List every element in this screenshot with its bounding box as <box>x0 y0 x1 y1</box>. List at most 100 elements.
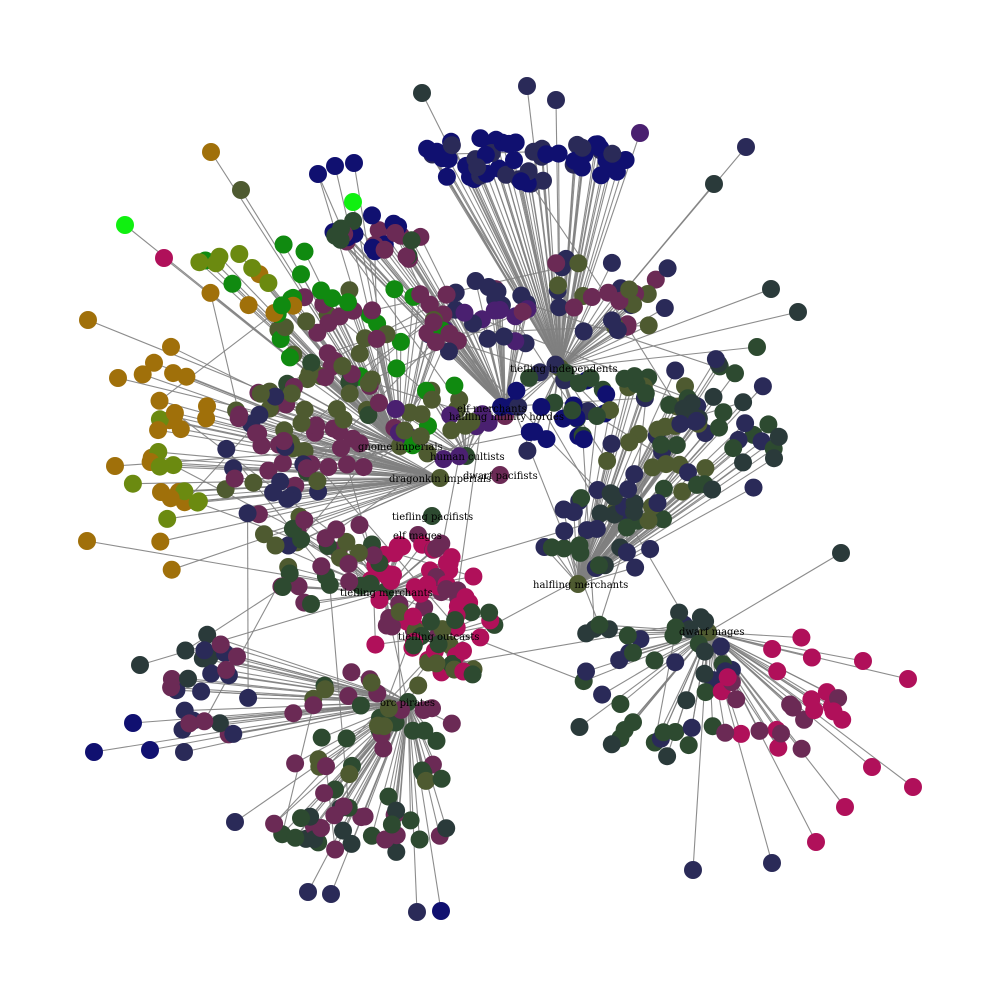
graph-node <box>714 403 733 422</box>
graph-node <box>638 285 657 303</box>
graph-node <box>198 397 216 416</box>
edge <box>310 591 386 605</box>
graph-node <box>375 717 394 736</box>
edge <box>503 336 506 409</box>
graph-node <box>333 357 352 375</box>
edge <box>411 240 506 409</box>
graph-node <box>374 739 393 758</box>
graph-node <box>202 664 221 683</box>
graph-node <box>375 240 394 259</box>
graph-node <box>734 453 752 472</box>
graph-node <box>706 350 725 369</box>
graph-node <box>437 167 456 186</box>
hub-label-dragonkin-imperials: dragonkin imperials <box>389 474 491 485</box>
edge <box>170 477 441 499</box>
hub-label-tiefling-independents: tiefling independents <box>510 364 618 375</box>
graph-node <box>620 433 639 452</box>
graph-node <box>687 411 706 430</box>
graph-node <box>547 254 566 273</box>
graph-node <box>359 374 378 393</box>
graph-node <box>362 673 381 692</box>
graph-node <box>432 902 450 920</box>
edge <box>452 623 684 665</box>
edge-layer <box>86 85 914 913</box>
graph-node <box>312 728 331 747</box>
graph-node <box>611 695 630 713</box>
graph-node <box>563 401 582 420</box>
graph-node <box>387 842 406 861</box>
graph-node <box>463 665 482 684</box>
edge <box>139 591 386 666</box>
graph-node <box>696 459 715 478</box>
edge <box>505 174 561 369</box>
graph-node <box>763 640 782 658</box>
graph-node <box>666 361 685 380</box>
graph-node <box>408 903 426 921</box>
graph-node <box>753 377 772 396</box>
graph-node <box>440 324 459 343</box>
graph-node <box>479 278 498 296</box>
graph-node <box>762 280 780 298</box>
graph-node <box>217 439 236 458</box>
graph-node <box>342 663 361 682</box>
edge <box>520 181 561 369</box>
edge <box>476 167 561 369</box>
graph-node <box>703 480 722 499</box>
graph-node <box>480 603 499 622</box>
graph-node <box>382 815 401 834</box>
graph-node <box>273 578 292 596</box>
graph-node <box>608 321 627 340</box>
graph-node <box>123 474 142 493</box>
graph-node <box>602 253 621 272</box>
graph-node <box>679 736 698 755</box>
hub-label-halfling-infinity-hordes: halfling infinity hordes <box>449 412 564 423</box>
hub-node <box>431 469 449 487</box>
graph-node <box>577 521 596 540</box>
graph-node <box>654 510 672 529</box>
graph-node <box>572 489 591 508</box>
graph-node <box>308 323 327 342</box>
graph-node <box>427 731 446 750</box>
graph-node <box>427 142 446 161</box>
graph-node <box>228 647 246 666</box>
graph-node <box>455 303 474 322</box>
graph-node <box>340 765 359 784</box>
graph-node <box>295 400 314 419</box>
graph-node <box>312 557 331 576</box>
edge <box>528 171 561 369</box>
graph-node <box>295 242 314 261</box>
graph-node <box>732 724 750 743</box>
graph-node <box>442 136 461 155</box>
graph-node <box>85 743 103 761</box>
graph-node <box>337 532 356 551</box>
graph-node <box>315 784 334 803</box>
graph-node <box>273 454 292 472</box>
graph-node <box>239 296 258 315</box>
graph-node <box>162 678 181 697</box>
graph-node <box>308 472 327 491</box>
graph-node <box>259 274 278 292</box>
edge <box>297 477 441 532</box>
graph-node <box>164 456 183 475</box>
graph-node <box>555 522 574 541</box>
graph-node <box>802 690 821 709</box>
graph-node <box>479 413 498 432</box>
graph-node <box>532 398 551 416</box>
graph-node <box>415 721 434 740</box>
graph-node <box>327 520 346 539</box>
graph-node <box>334 410 353 429</box>
graph-node <box>165 404 184 422</box>
graph-node <box>292 265 310 284</box>
graph-node <box>426 333 445 352</box>
graph-node <box>666 653 685 672</box>
graph-node <box>654 723 673 742</box>
edge <box>307 701 409 893</box>
graph-node <box>337 729 356 748</box>
graph-node <box>748 338 766 356</box>
graph-node <box>440 342 458 361</box>
graph-node <box>391 332 410 351</box>
graph-node <box>334 797 353 816</box>
graph-node <box>655 299 674 317</box>
edge <box>343 419 401 447</box>
graph-node <box>340 572 359 591</box>
